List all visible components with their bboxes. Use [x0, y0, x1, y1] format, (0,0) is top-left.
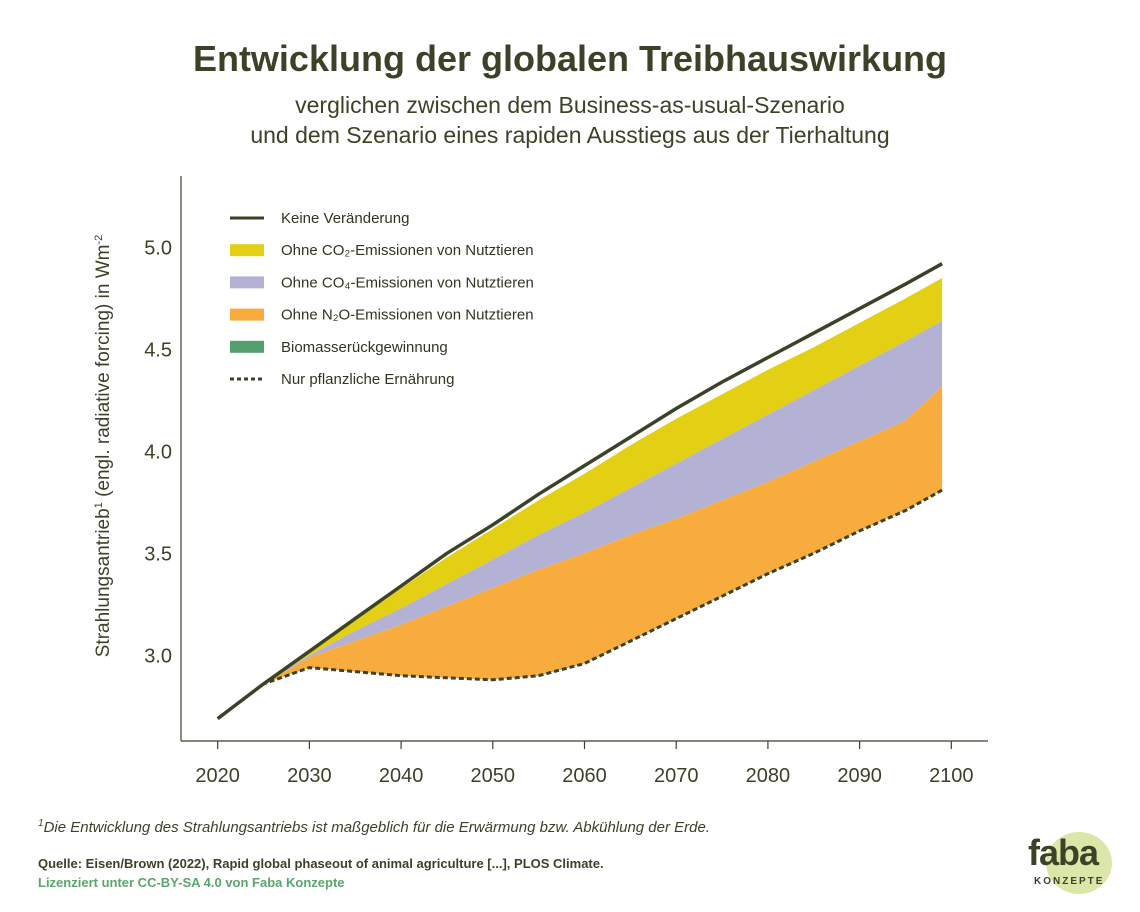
y-tick-label: 5.0 [144, 237, 172, 259]
chart-title: Entwicklung der globalen Treibhauswirkun… [192, 38, 948, 79]
area-band-3 [217, 386, 943, 719]
y-tick-label: 4.5 [144, 339, 172, 361]
y-axis-label-footnote-mark: 1 [92, 502, 105, 509]
y-tick-label: 3.0 [144, 645, 172, 667]
x-tick-label: 2070 [654, 765, 699, 787]
x-tick-label: 2040 [379, 765, 424, 787]
legend-label: Ohne CO₂-Emissionen von Nutztieren [281, 242, 534, 259]
license-text: Lizenziert unter CC-BY-SA 4.0 von Faba K… [38, 875, 345, 890]
y-axis-label-main: Strahlungsantrieb [93, 508, 115, 658]
chart-subtitle: verglichen zwischen dem Business-as-usua… [0, 90, 1140, 150]
legend-label: Keine Veränderung [281, 210, 409, 227]
y-axis-label-rest: (engl. radiative forcing) in Wm [93, 244, 115, 503]
logo-word: faba [1028, 832, 1099, 873]
y-axis-label: Strahlungsantrieb1 (engl. radiative forc… [93, 235, 115, 658]
y-tick-label: 4.0 [144, 441, 172, 463]
line-keine-veraenderung [216, 262, 943, 720]
legend-label: Biomasserückgewinnung [281, 339, 448, 356]
legend-label: Ohne N₂O-Emissionen von Nutztieren [281, 307, 534, 324]
footnote-text: Die Entwicklung des Strahlungsantriebs i… [43, 819, 711, 836]
logo-blob [1046, 832, 1112, 894]
area-band-2 [217, 320, 943, 719]
x-tick-label: 2060 [562, 765, 607, 787]
y-axis-label-unit-exponent: -2 [92, 234, 105, 245]
subtitle-line-1: verglichen zwischen dem Business-as-usua… [295, 92, 845, 118]
area-band-1 [217, 278, 943, 719]
x-tick-label: 2100 [929, 765, 974, 787]
x-tick-label: 2030 [287, 765, 332, 787]
logo-subtitle: KONZEPTE [1034, 876, 1105, 887]
legend-swatch [230, 308, 264, 321]
legend-swatch [230, 244, 264, 257]
x-tick-label: 2090 [837, 765, 882, 787]
legend-swatch [230, 276, 264, 289]
faba-logo: faba KONZEPTE [1022, 828, 1118, 900]
subtitle-line-2: und dem Szenario eines rapiden Ausstiegs… [250, 122, 890, 148]
source-text: Quelle: Eisen/Brown (2022), Rapid global… [38, 856, 604, 871]
y-tick-label: 3.5 [144, 543, 172, 565]
legend-label: Nur pflanzliche Ernährung [281, 371, 454, 388]
legend-label: Ohne CO₄-Emissionen von Nutztieren [281, 274, 534, 291]
x-tick-label: 2080 [746, 765, 791, 787]
footnote-mark: 1 [38, 818, 44, 829]
footnote: 1Die Entwicklung des Strahlungsantriebs … [38, 818, 710, 836]
x-tick-label: 2050 [471, 765, 516, 787]
line-nur-pflanzlich [216, 488, 943, 720]
x-tick-label: 2020 [195, 765, 240, 787]
legend-swatch [230, 340, 264, 353]
